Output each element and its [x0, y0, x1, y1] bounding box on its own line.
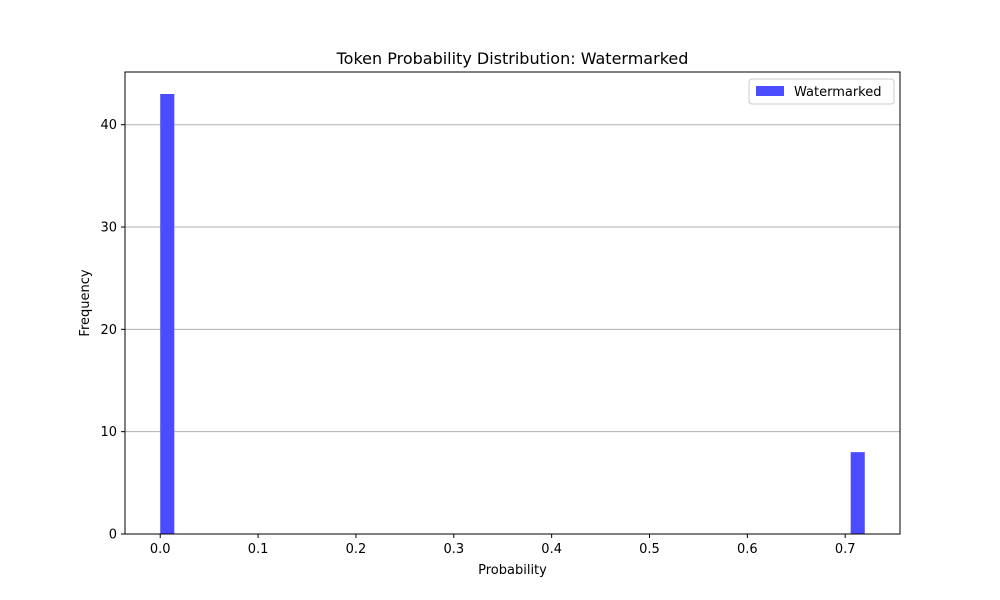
- bars: [160, 94, 865, 534]
- x-tick-label: 0.1: [248, 542, 269, 557]
- x-tick-label: 0.3: [443, 542, 464, 557]
- y-axis-ticks: 0 10 20 30 40: [100, 118, 125, 543]
- legend-label: Watermarked: [794, 85, 882, 100]
- y-tick-label: 40: [100, 118, 117, 133]
- chart-title: Token Probability Distribution: Watermar…: [336, 49, 689, 68]
- y-tick-label: 20: [100, 323, 117, 338]
- y-axis-label: Frequency: [78, 269, 93, 336]
- x-tick-label: 0.4: [541, 542, 562, 557]
- y-tick-label: 10: [100, 425, 117, 440]
- histogram-bar: [850, 452, 865, 534]
- legend-box: [748, 78, 895, 105]
- x-tick-label: 0.2: [346, 542, 367, 557]
- plot-frame: [124, 71, 901, 535]
- y-tick-label: 30: [100, 221, 117, 236]
- x-tick-label: 0.6: [737, 542, 758, 557]
- x-tick-label: 0.7: [835, 542, 856, 557]
- y-tick-label: 0: [109, 528, 117, 543]
- x-axis-label: Probability: [478, 563, 547, 578]
- x-tick-label: 0.0: [150, 542, 171, 557]
- legend: Watermarked: [748, 78, 895, 105]
- x-axis-ticks: 0.0 0.1 0.2 0.3 0.4 0.5 0.6 0.7: [150, 534, 856, 557]
- histogram-bar: [160, 94, 175, 534]
- x-tick-label: 0.5: [639, 542, 660, 557]
- legend-swatch: [756, 86, 784, 96]
